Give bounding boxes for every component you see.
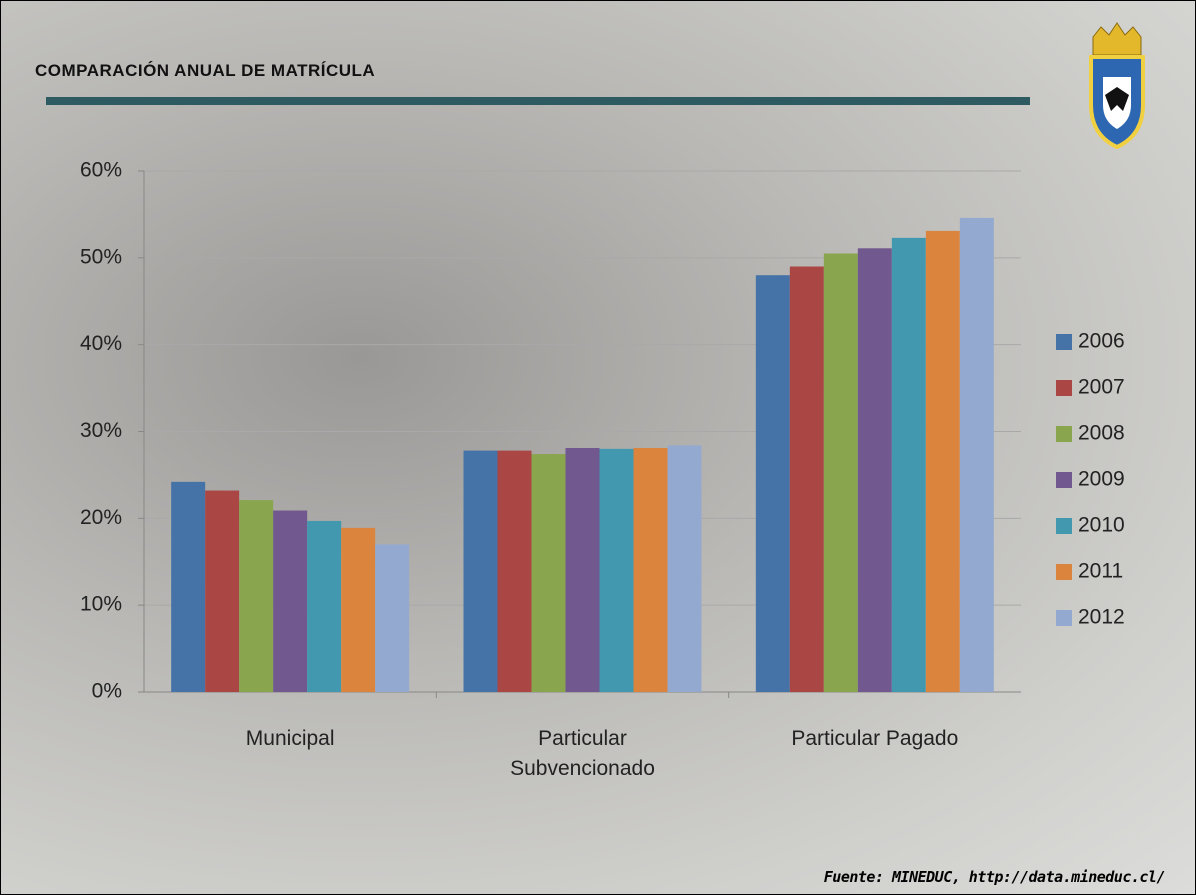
y-tick-label: 20%	[80, 506, 122, 529]
bar	[307, 521, 341, 692]
legend-swatch	[1056, 518, 1072, 534]
y-tick-label: 40%	[80, 332, 122, 355]
bar	[375, 544, 409, 692]
bar	[205, 491, 239, 692]
legend-swatch	[1056, 610, 1072, 626]
bar	[824, 253, 858, 692]
slide: COMPARACIÓN ANUAL DE MATRÍCULA 0%10%20%3…	[0, 0, 1196, 895]
legend-swatch	[1056, 472, 1072, 488]
legend-swatch	[1056, 564, 1072, 580]
y-tick-label: 50%	[80, 245, 122, 268]
logo	[1091, 23, 1143, 147]
source-note: Fuente: MINEDUC, http://data.mineduc.cl/	[824, 868, 1165, 886]
legend-label: 2012	[1078, 606, 1125, 629]
legend-label: 2011	[1078, 560, 1123, 583]
bar	[341, 528, 375, 692]
bar	[756, 275, 790, 692]
bar	[171, 482, 205, 692]
legend-swatch	[1056, 380, 1072, 396]
bar	[960, 218, 994, 692]
x-tick-label: Particular Subvencionado	[488, 724, 678, 784]
legend-label: 2008	[1078, 422, 1125, 445]
x-tick-label: Municipal	[195, 724, 385, 754]
bar	[532, 454, 566, 692]
bar	[273, 511, 307, 692]
y-tick-label: 60%	[80, 159, 122, 182]
bar	[498, 451, 532, 692]
bar	[239, 500, 273, 692]
y-tick-label: 0%	[92, 680, 122, 703]
legend-label: 2006	[1078, 330, 1125, 353]
legend-swatch	[1056, 426, 1072, 442]
x-tick-label: Particular Pagado	[780, 724, 970, 754]
bar	[790, 267, 824, 692]
y-tick-label: 30%	[80, 419, 122, 442]
legend-label: 2009	[1078, 468, 1125, 491]
bar	[668, 445, 702, 692]
bar	[600, 449, 634, 692]
legend-swatch	[1056, 334, 1072, 350]
bar	[566, 448, 600, 692]
bar	[892, 238, 926, 692]
legend-label: 2010	[1078, 514, 1125, 537]
bar	[464, 451, 498, 692]
bar	[634, 448, 668, 692]
title-rule	[46, 97, 1030, 105]
y-tick-label: 10%	[80, 593, 122, 616]
bar	[926, 231, 960, 692]
bar	[858, 248, 892, 692]
legend-label: 2007	[1078, 376, 1125, 399]
